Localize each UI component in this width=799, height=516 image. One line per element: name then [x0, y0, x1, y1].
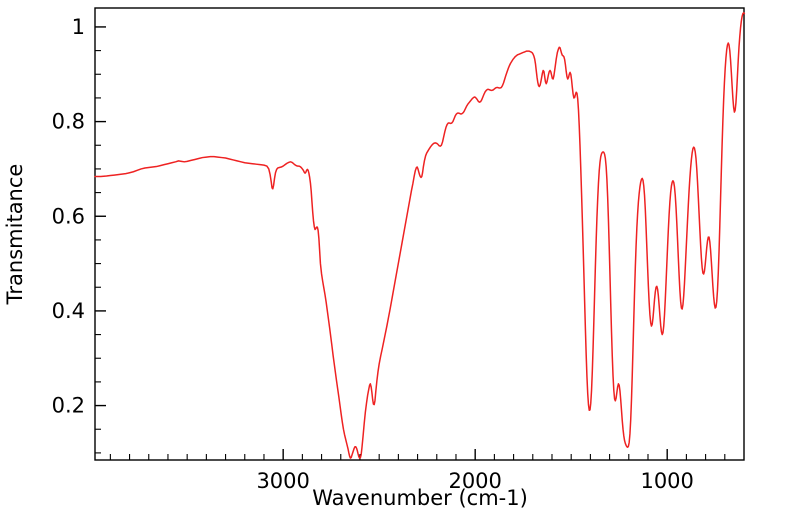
y-axis-title: Transmitance	[3, 164, 27, 306]
y-tick-label: 0.2	[52, 394, 85, 418]
y-tick-label: 0.4	[52, 299, 85, 323]
x-tick-label: 3000	[256, 469, 309, 493]
y-tick-label: 1	[72, 15, 85, 39]
x-axis-tick-labels: 3000 2000 1000	[256, 469, 693, 493]
y-tick-label: 0.8	[52, 110, 85, 134]
x-tick-label: 2000	[448, 469, 501, 493]
y-axis-tick-labels: 0.2 0.4 0.6 0.8 1	[52, 15, 85, 418]
x-axis-ticks	[109, 449, 726, 460]
spectrum-curve	[94, 11, 746, 459]
y-tick-label: 0.6	[52, 204, 85, 228]
x-axis-title: Wavenumber (cm-1)	[312, 486, 528, 510]
plot-frame	[94, 7, 745, 461]
x-tick-label: 1000	[640, 469, 693, 493]
y-axis-ticks	[95, 26, 106, 454]
